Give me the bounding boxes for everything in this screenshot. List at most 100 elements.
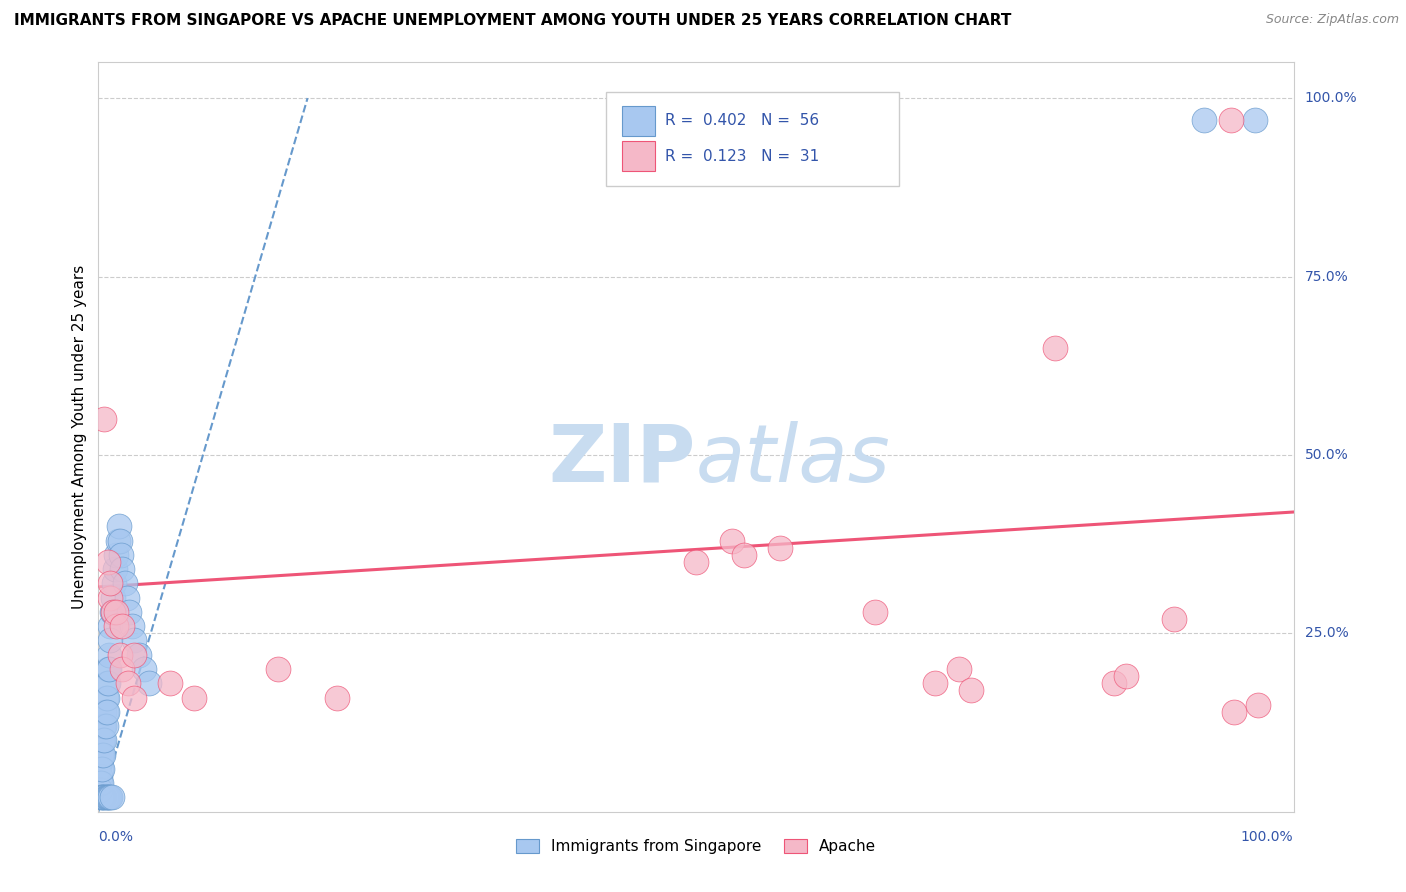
FancyBboxPatch shape	[621, 141, 655, 171]
Point	[115, 591, 138, 605]
Text: Source: ZipAtlas.com: Source: ZipAtlas.com	[1265, 13, 1399, 27]
Point	[100, 790, 122, 805]
Text: 100.0%: 100.0%	[1305, 91, 1357, 105]
Point	[1104, 676, 1126, 690]
Point	[108, 648, 131, 662]
Point	[89, 769, 111, 783]
Point	[111, 562, 134, 576]
Point	[94, 690, 117, 705]
Point	[1192, 112, 1215, 127]
Point	[90, 790, 112, 805]
Point	[733, 548, 755, 562]
Point	[1115, 669, 1137, 683]
Text: IMMIGRANTS FROM SINGAPORE VS APACHE UNEMPLOYMENT AMONG YOUTH UNDER 25 YEARS CORR: IMMIGRANTS FROM SINGAPORE VS APACHE UNEM…	[14, 13, 1011, 29]
Point	[89, 776, 111, 790]
Text: R =  0.123   N =  31: R = 0.123 N = 31	[665, 149, 820, 163]
Point	[128, 648, 150, 662]
Point	[98, 662, 121, 676]
Point	[93, 412, 115, 426]
Point	[90, 762, 112, 776]
Point	[1220, 112, 1243, 127]
Point	[132, 662, 155, 676]
Point	[94, 705, 117, 719]
Point	[101, 605, 124, 619]
Point	[124, 690, 146, 705]
Point	[1244, 112, 1267, 127]
Point	[948, 662, 970, 676]
Point	[100, 605, 122, 619]
Point	[96, 790, 118, 805]
Point	[94, 790, 117, 805]
Point	[98, 591, 122, 605]
Point	[101, 591, 124, 605]
Point	[267, 662, 290, 676]
Point	[159, 676, 181, 690]
Point	[98, 790, 122, 805]
Text: R =  0.402   N =  56: R = 0.402 N = 56	[665, 113, 820, 128]
Point	[685, 555, 707, 569]
FancyBboxPatch shape	[606, 93, 900, 186]
Point	[865, 605, 887, 619]
Point	[97, 790, 120, 805]
Point	[183, 690, 205, 705]
Point	[97, 676, 120, 690]
Point	[105, 619, 128, 633]
Point	[93, 790, 115, 805]
Point	[114, 576, 136, 591]
Point	[98, 633, 122, 648]
Point	[138, 676, 160, 690]
FancyBboxPatch shape	[621, 106, 655, 136]
Legend: Immigrants from Singapore, Apache: Immigrants from Singapore, Apache	[509, 833, 883, 860]
Point	[98, 790, 121, 805]
Text: 50.0%: 50.0%	[1305, 448, 1348, 462]
Point	[107, 533, 129, 548]
Text: 75.0%: 75.0%	[1305, 269, 1348, 284]
Point	[89, 783, 111, 797]
Point	[960, 683, 983, 698]
Point	[105, 605, 128, 619]
Point	[105, 548, 128, 562]
Point	[91, 719, 114, 733]
Point	[91, 790, 114, 805]
Point	[107, 519, 129, 533]
Point	[326, 690, 349, 705]
Point	[124, 648, 146, 662]
Point	[93, 719, 115, 733]
Point	[90, 747, 112, 762]
Point	[97, 662, 120, 676]
Point	[96, 705, 118, 719]
Point	[1163, 612, 1185, 626]
Point	[721, 533, 744, 548]
Point	[91, 747, 114, 762]
Point	[94, 719, 117, 733]
Point	[101, 605, 124, 619]
Point	[98, 648, 121, 662]
Point	[118, 605, 141, 619]
Point	[1043, 341, 1066, 355]
Point	[103, 576, 125, 591]
Text: 100.0%: 100.0%	[1241, 830, 1294, 845]
Point	[117, 676, 139, 690]
Point	[91, 733, 114, 747]
Point	[1247, 698, 1270, 712]
Point	[90, 776, 112, 790]
Point	[111, 662, 134, 676]
Point	[96, 690, 118, 705]
Point	[924, 676, 946, 690]
Point	[91, 762, 114, 776]
Text: atlas: atlas	[696, 420, 891, 499]
Point	[121, 619, 143, 633]
Point	[91, 747, 114, 762]
Point	[93, 733, 115, 747]
Point	[93, 705, 115, 719]
Point	[768, 541, 790, 555]
Point	[124, 633, 146, 648]
Text: 0.0%: 0.0%	[98, 830, 134, 845]
Point	[111, 619, 134, 633]
Point	[91, 790, 114, 805]
Point	[108, 533, 131, 548]
Text: 25.0%: 25.0%	[1305, 626, 1348, 640]
Point	[110, 548, 132, 562]
Point	[91, 733, 114, 747]
Point	[98, 576, 122, 591]
